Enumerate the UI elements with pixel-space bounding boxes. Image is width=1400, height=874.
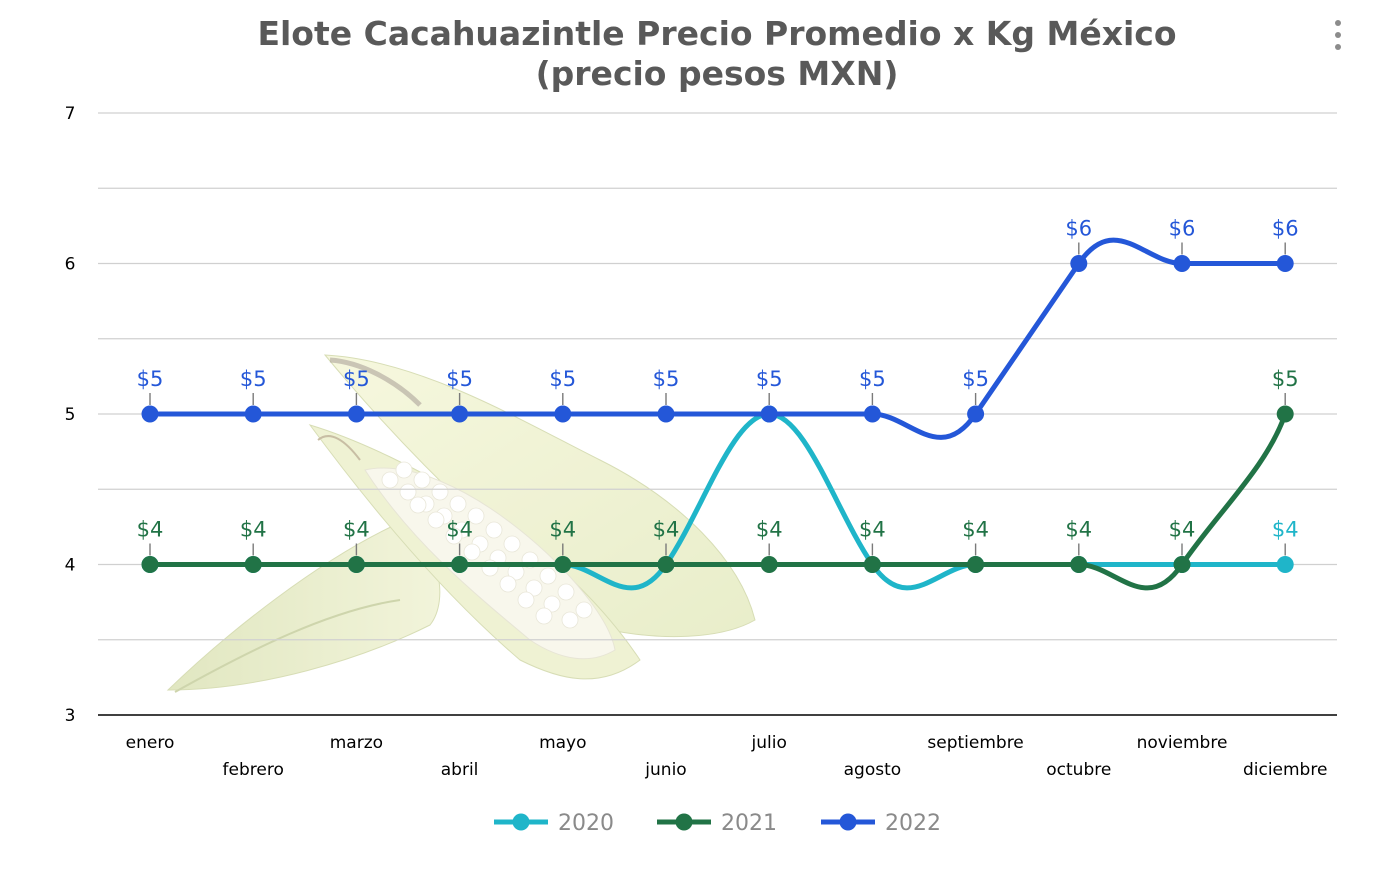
data-point-2021 <box>1173 556 1191 573</box>
data-point-2022 <box>1070 255 1088 272</box>
x-tick-label: noviembre <box>1137 733 1228 753</box>
x-tick-label: agosto <box>844 760 902 780</box>
x-tick-label: septiembre <box>927 733 1023 753</box>
legend-label-2022: 2022 <box>885 811 941 836</box>
data-label-2021: $4 <box>240 518 267 542</box>
legend-label-2021: 2021 <box>721 811 777 836</box>
data-label-2021: $4 <box>962 518 989 542</box>
x-tick-label: enero <box>126 733 175 753</box>
data-label-2021: $4 <box>653 518 680 542</box>
data-point-2022 <box>1173 255 1191 272</box>
x-tick-label: febrero <box>223 760 284 780</box>
chart-title: Elote Cacahuazintle Precio Promedio x Kg… <box>0 14 1400 94</box>
y-tick-label: 5 <box>65 405 76 425</box>
x-tick-label: octubre <box>1046 760 1111 780</box>
data-label-2021: $4 <box>756 518 783 542</box>
data-point-2022 <box>657 405 675 423</box>
x-tick-label: diciembre <box>1243 760 1327 780</box>
data-point-2021 <box>451 556 469 573</box>
data-point-2021 <box>967 556 985 573</box>
chart-title-line1: Elote Cacahuazintle Precio Promedio x Kg… <box>257 14 1177 53</box>
x-tick-label: marzo <box>330 733 383 753</box>
y-tick-label: 3 <box>65 706 76 726</box>
data-label-2022: $6 <box>1169 217 1196 241</box>
data-point-2021 <box>1070 556 1088 573</box>
more-options-icon[interactable] <box>1328 18 1348 52</box>
data-point-2021 <box>657 556 675 573</box>
data-label-2021: $4 <box>549 518 576 542</box>
data-point-2022 <box>554 405 572 423</box>
axes: 3 4 5 6 7 enero febrero marzo abril mayo junio juli… <box>65 104 1337 780</box>
data-point-2021 <box>141 556 159 573</box>
data-label-2022: $5 <box>446 367 473 391</box>
data-label-2022: $5 <box>962 367 989 391</box>
data-point-2022 <box>244 405 262 423</box>
x-tick-label: mayo <box>539 733 586 753</box>
chart-title-line2: (precio pesos MXN) <box>535 54 899 93</box>
x-tick-label: junio <box>644 760 686 780</box>
legend-marker-2021 <box>675 813 693 831</box>
data-point-2022 <box>451 405 469 423</box>
data-label-2021: $4 <box>1169 518 1196 542</box>
data-label-2022: $5 <box>137 367 164 391</box>
data-point-2022 <box>1276 255 1294 272</box>
legend-marker-2022 <box>839 813 857 831</box>
data-label-2022: $5 <box>756 367 783 391</box>
data-label-2022: $5 <box>549 367 576 391</box>
data-label-2022: $5 <box>343 367 370 391</box>
data-point-2021 <box>1276 405 1294 423</box>
y-tick-label: 6 <box>65 255 76 275</box>
data-point-2022 <box>760 405 778 423</box>
data-point-2022 <box>967 405 985 423</box>
data-point-2022 <box>141 405 159 423</box>
data-label-2022: $6 <box>1065 217 1092 241</box>
legend-marker-2020 <box>512 813 530 831</box>
x-tick-label: abril <box>441 760 479 780</box>
data-label-2021: $4 <box>1065 518 1092 542</box>
data-label-2022: $6 <box>1272 217 1299 241</box>
x-tick-label: julio <box>751 733 787 753</box>
y-tick-label: 4 <box>65 556 76 576</box>
data-label-2022: $5 <box>859 367 886 391</box>
data-point-2021 <box>347 556 365 573</box>
legend: 2020 2021 2022 <box>494 811 941 836</box>
data-point-2021 <box>863 556 881 573</box>
data-point-2021 <box>244 556 262 573</box>
data-label-2021: $4 <box>343 518 370 542</box>
data-point-2022 <box>863 405 881 423</box>
series <box>141 237 1294 591</box>
legend-label-2020: 2020 <box>558 811 614 836</box>
data-point-2021 <box>760 556 778 573</box>
data-label-2022: $5 <box>653 367 680 391</box>
data-label-2021: $4 <box>137 518 164 542</box>
data-label-2021: $5 <box>1272 367 1299 391</box>
data-labels: $4 $4 $4 $4 $4 $4 $4 $4 $4 $4 $4 $4 $5 $5 $5 $5 $5 $5 $5 $5… <box>137 217 1299 556</box>
data-label-2020: $4 <box>1272 518 1299 542</box>
data-label-2022: $5 <box>240 367 267 391</box>
data-point-2020 <box>1276 556 1294 573</box>
data-point-2022 <box>347 405 365 423</box>
data-label-2021: $4 <box>859 518 886 542</box>
data-label-2021: $4 <box>446 518 473 542</box>
y-tick-label: 7 <box>65 104 76 124</box>
data-point-2021 <box>554 556 572 573</box>
